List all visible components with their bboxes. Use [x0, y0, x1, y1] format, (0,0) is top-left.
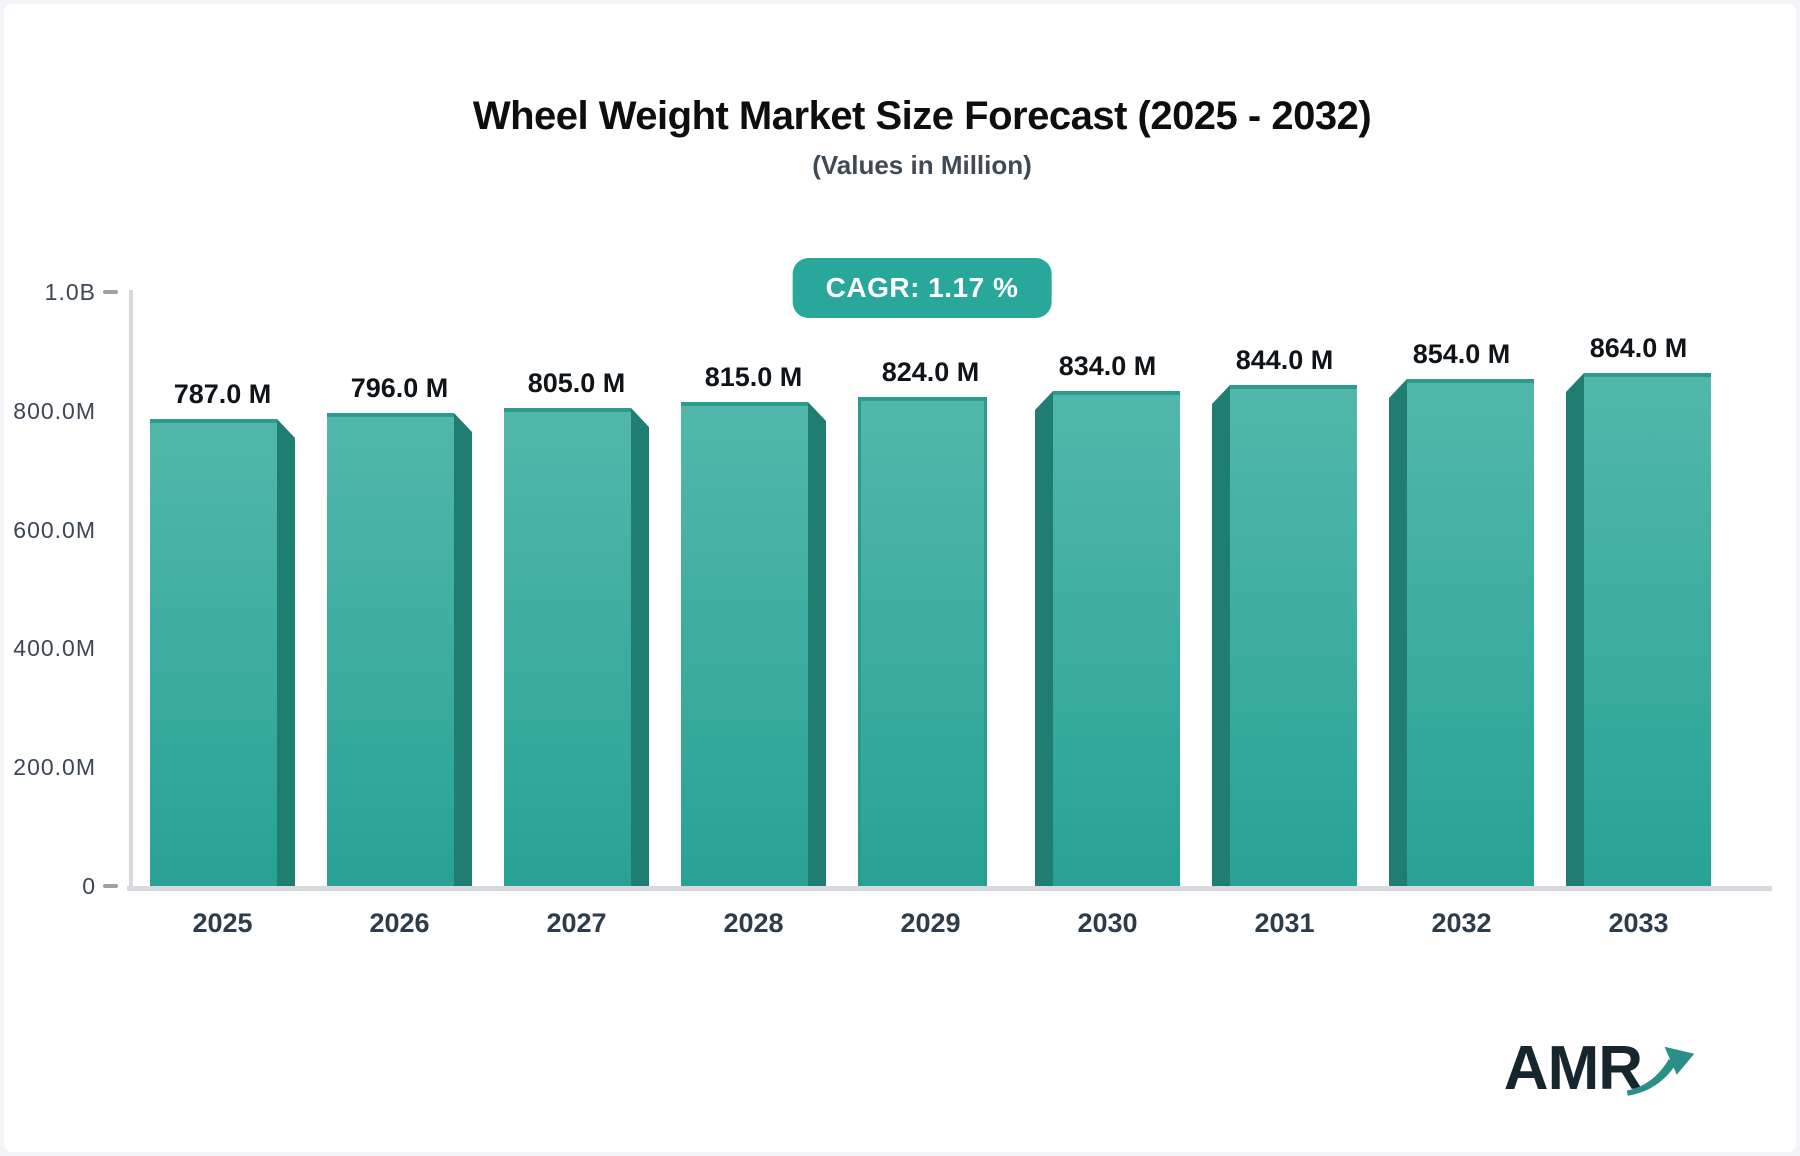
x-tick-label: 2025	[192, 908, 253, 938]
bar-value-label: 834.0 M	[1058, 351, 1157, 381]
bar[interactable]	[1053, 391, 1180, 886]
bar-value-label: 787.0 M	[173, 379, 272, 409]
bar[interactable]	[327, 413, 454, 886]
page-subtitle: (Values in Million)	[812, 150, 1032, 180]
bar[interactable]	[681, 402, 808, 886]
x-axis-line	[127, 886, 1772, 891]
bar-side-face	[1389, 379, 1407, 886]
bar[interactable]	[150, 419, 277, 886]
bar-side-face	[1035, 391, 1053, 886]
bar-value-label: 844.0 M	[1235, 345, 1334, 375]
bar-value-label: 864.0 M	[1589, 333, 1688, 363]
x-tick-label: 2033	[1608, 908, 1669, 938]
page-title: Wheel Weight Market Size Forecast (2025 …	[472, 94, 1372, 138]
bar-side-face	[1566, 373, 1584, 886]
y-tick-label: 400.0M	[13, 635, 96, 662]
x-tick-label: 2030	[1077, 908, 1138, 938]
y-tick-label: 800.0M	[13, 397, 96, 424]
bar-value-label: 805.0 M	[527, 368, 626, 398]
amr-logo: AMR	[1504, 1038, 1696, 1100]
bar[interactable]	[504, 408, 631, 886]
logo-text: AMR	[1503, 1034, 1643, 1103]
bar-side-face	[631, 408, 649, 886]
bar-side-face	[277, 419, 295, 886]
x-tick-label: 2028	[723, 908, 784, 938]
x-tick-label: 2027	[546, 908, 607, 938]
bar[interactable]	[1584, 373, 1711, 886]
axis-tick-dash	[103, 884, 118, 888]
y-tick-label: 0	[82, 873, 96, 899]
y-axis-line	[129, 290, 133, 887]
bar[interactable]	[1407, 379, 1534, 886]
bar-side-face	[454, 413, 472, 886]
x-tick-label: 2031	[1254, 908, 1315, 938]
growth-arrow-icon	[1626, 1046, 1695, 1096]
bar-side-face	[808, 402, 826, 886]
bar-value-label: 815.0 M	[704, 362, 803, 392]
bar-side-face	[1212, 385, 1230, 886]
x-tick-label: 2032	[1431, 908, 1492, 938]
bar[interactable]	[858, 397, 987, 886]
y-tick-label: 1.0B	[44, 279, 96, 305]
axis-tick-dash	[103, 290, 118, 294]
bar-value-label: 854.0 M	[1412, 339, 1511, 369]
y-tick-label: 200.0M	[13, 754, 96, 781]
y-tick-label: 600.0M	[13, 516, 96, 543]
chart-card: Wheel Weight Market Size Forecast (2025 …	[4, 4, 1796, 1152]
bar-value-label: 824.0 M	[881, 357, 980, 387]
bar-value-label: 796.0 M	[350, 373, 449, 403]
bar[interactable]	[1230, 385, 1357, 886]
cagr-badge: CAGR: 1.17 %	[792, 258, 1052, 318]
x-tick-label: 2026	[369, 908, 430, 938]
x-tick-label: 2029	[900, 908, 961, 938]
